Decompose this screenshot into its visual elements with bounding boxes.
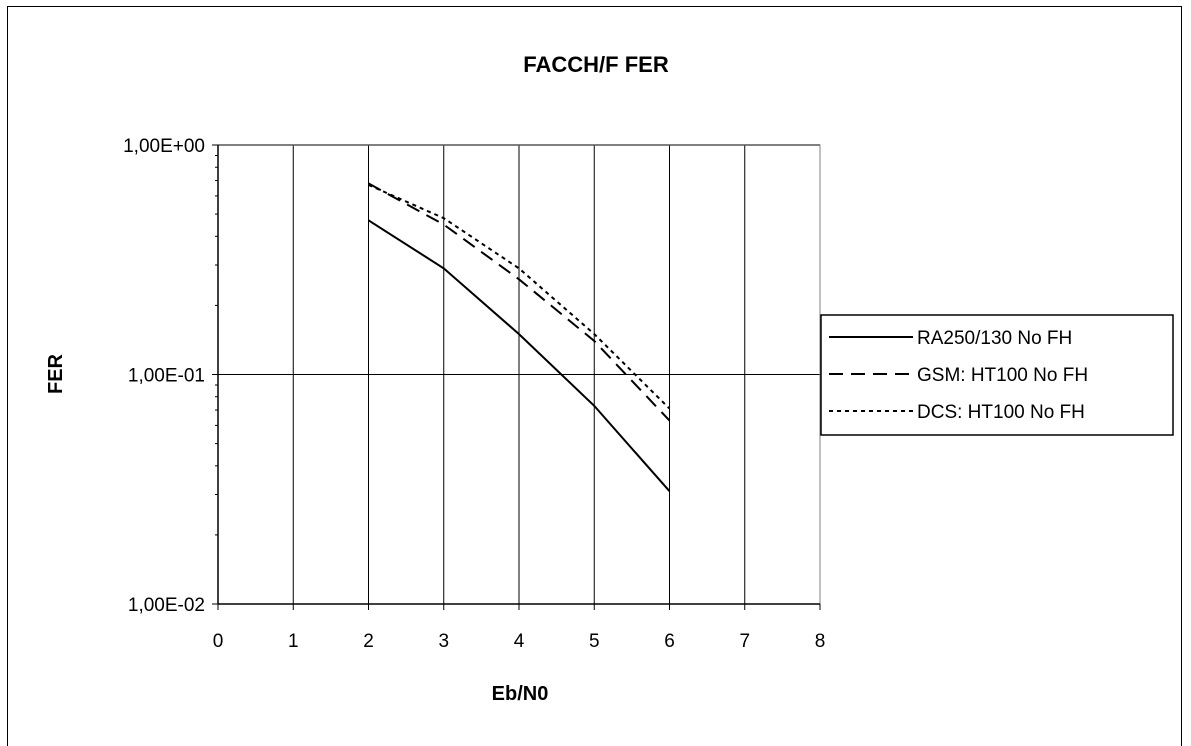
x-tick-label: 7 [739,631,750,652]
chart-title: FACCH/F FER [523,52,669,77]
series-group [367,182,671,492]
series-line-3 [368,183,671,410]
legend-label-1: RA250/130 No FH [917,328,1072,349]
axes: 0 1 2 3 4 5 6 7 8 1,00E+00 1,00E-01 1,00E-02 [123,136,825,652]
legend-label-3: DCS: HT100 No FH [917,402,1085,423]
chart-frame [7,6,1182,746]
grid [218,144,820,605]
series-line-1 [367,219,671,492]
y-tick-label: 1,00E-02 [128,595,205,616]
y-tick-label: 1,00E-01 [128,366,205,387]
x-tick-label: 8 [815,631,826,652]
legend-label-2: GSM: HT100 No FH [917,365,1088,386]
x-tick-label: 3 [438,631,449,652]
series-line-2 [368,182,671,422]
x-tick-label: 5 [589,631,600,652]
x-tick-label: 1 [288,631,299,652]
y-tick-label: 1,00E+00 [123,136,205,157]
legend: RA250/130 No FH GSM: HT100 No FH DCS: HT10… [820,314,1174,436]
x-tick-label: 2 [363,631,374,652]
y-axis-title: FER [45,353,67,394]
x-tick-label: 4 [514,631,525,652]
x-tick-label: 6 [664,631,675,652]
x-tick-label: 0 [213,631,224,652]
x-axis-title: Eb/N0 [492,683,549,705]
